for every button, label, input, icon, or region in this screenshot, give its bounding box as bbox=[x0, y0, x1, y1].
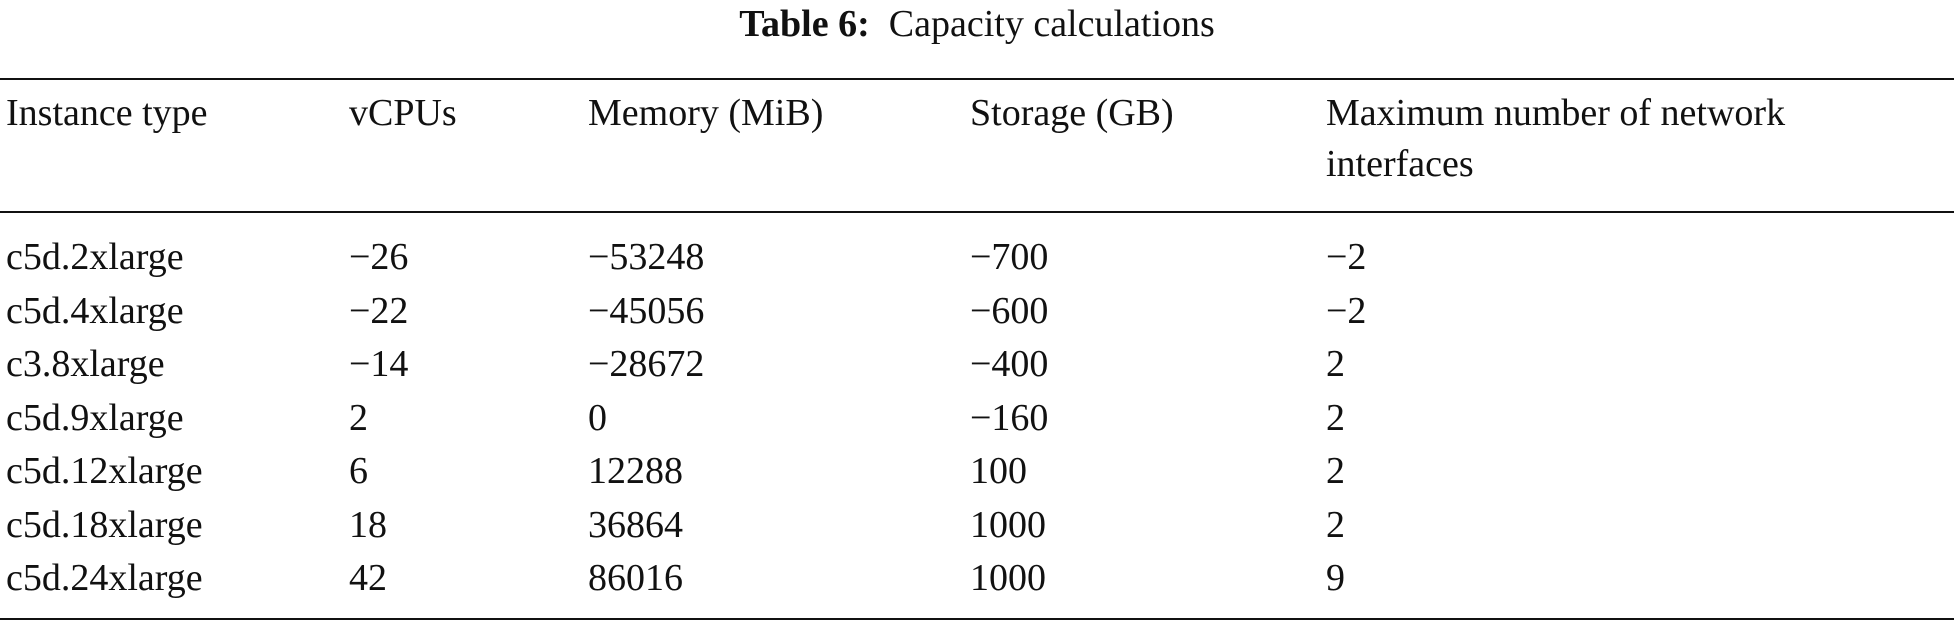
table-cell: 42 bbox=[349, 557, 387, 599]
table-cell: 0 bbox=[588, 396, 607, 439]
column-header: Maximum number of network interfaces bbox=[1326, 92, 1786, 185]
table-cell: −400 bbox=[970, 343, 1049, 385]
table-cell: c3.8xlarge bbox=[6, 343, 165, 385]
table-cell: −2 bbox=[1326, 289, 1367, 332]
column-header: Storage (GB) bbox=[970, 92, 1174, 134]
table-caption: Table 6: Capacity calculations bbox=[0, 2, 1954, 46]
column-header: vCPUs bbox=[349, 92, 457, 134]
caption-text: Capacity calculations bbox=[888, 3, 1215, 45]
column-header: Memory (MiB) bbox=[588, 92, 824, 134]
table-cell: 18 bbox=[349, 503, 387, 546]
table-cell: c5d.9xlarge bbox=[6, 396, 184, 439]
table-cell: −22 bbox=[349, 289, 409, 332]
table-cell: −45056 bbox=[588, 289, 705, 332]
table-cell: 36864 bbox=[588, 503, 683, 546]
bottom-rule bbox=[0, 618, 1954, 620]
caption-label: Table 6: bbox=[739, 3, 870, 45]
table-cell: −700 bbox=[970, 236, 1049, 278]
table-cell: 100 bbox=[970, 450, 1027, 492]
table-cell: c5d.2xlarge bbox=[6, 236, 184, 278]
table-cell: 6 bbox=[349, 450, 368, 492]
top-rule bbox=[0, 78, 1954, 80]
table-cell: c5d.4xlarge bbox=[6, 289, 184, 332]
table-cell: 1000 bbox=[970, 503, 1046, 546]
table-cell: 2 bbox=[1326, 343, 1345, 385]
table-cell: −600 bbox=[970, 289, 1049, 332]
table-cell: 9 bbox=[1326, 557, 1345, 599]
table-cell: −28672 bbox=[588, 343, 705, 385]
table-cell: c5d.18xlarge bbox=[6, 503, 203, 546]
table-cell: 2 bbox=[1326, 396, 1345, 439]
table-cell: −26 bbox=[349, 236, 409, 278]
table-cell: 2 bbox=[1326, 503, 1345, 546]
table-cell: 2 bbox=[349, 396, 368, 439]
mid-rule bbox=[0, 211, 1954, 213]
table-cell: c5d.24xlarge bbox=[6, 557, 203, 599]
table-cell: −160 bbox=[970, 396, 1049, 439]
table-cell: 12288 bbox=[588, 450, 683, 492]
table-cell: 2 bbox=[1326, 450, 1345, 492]
column-header: Instance type bbox=[6, 92, 208, 134]
table-cell: −14 bbox=[349, 343, 409, 385]
table-cell: c5d.12xlarge bbox=[6, 450, 203, 492]
table-cell: −53248 bbox=[588, 236, 705, 278]
table-cell: −2 bbox=[1326, 236, 1367, 278]
table-cell: 86016 bbox=[588, 557, 683, 599]
table-cell: 1000 bbox=[970, 557, 1046, 599]
